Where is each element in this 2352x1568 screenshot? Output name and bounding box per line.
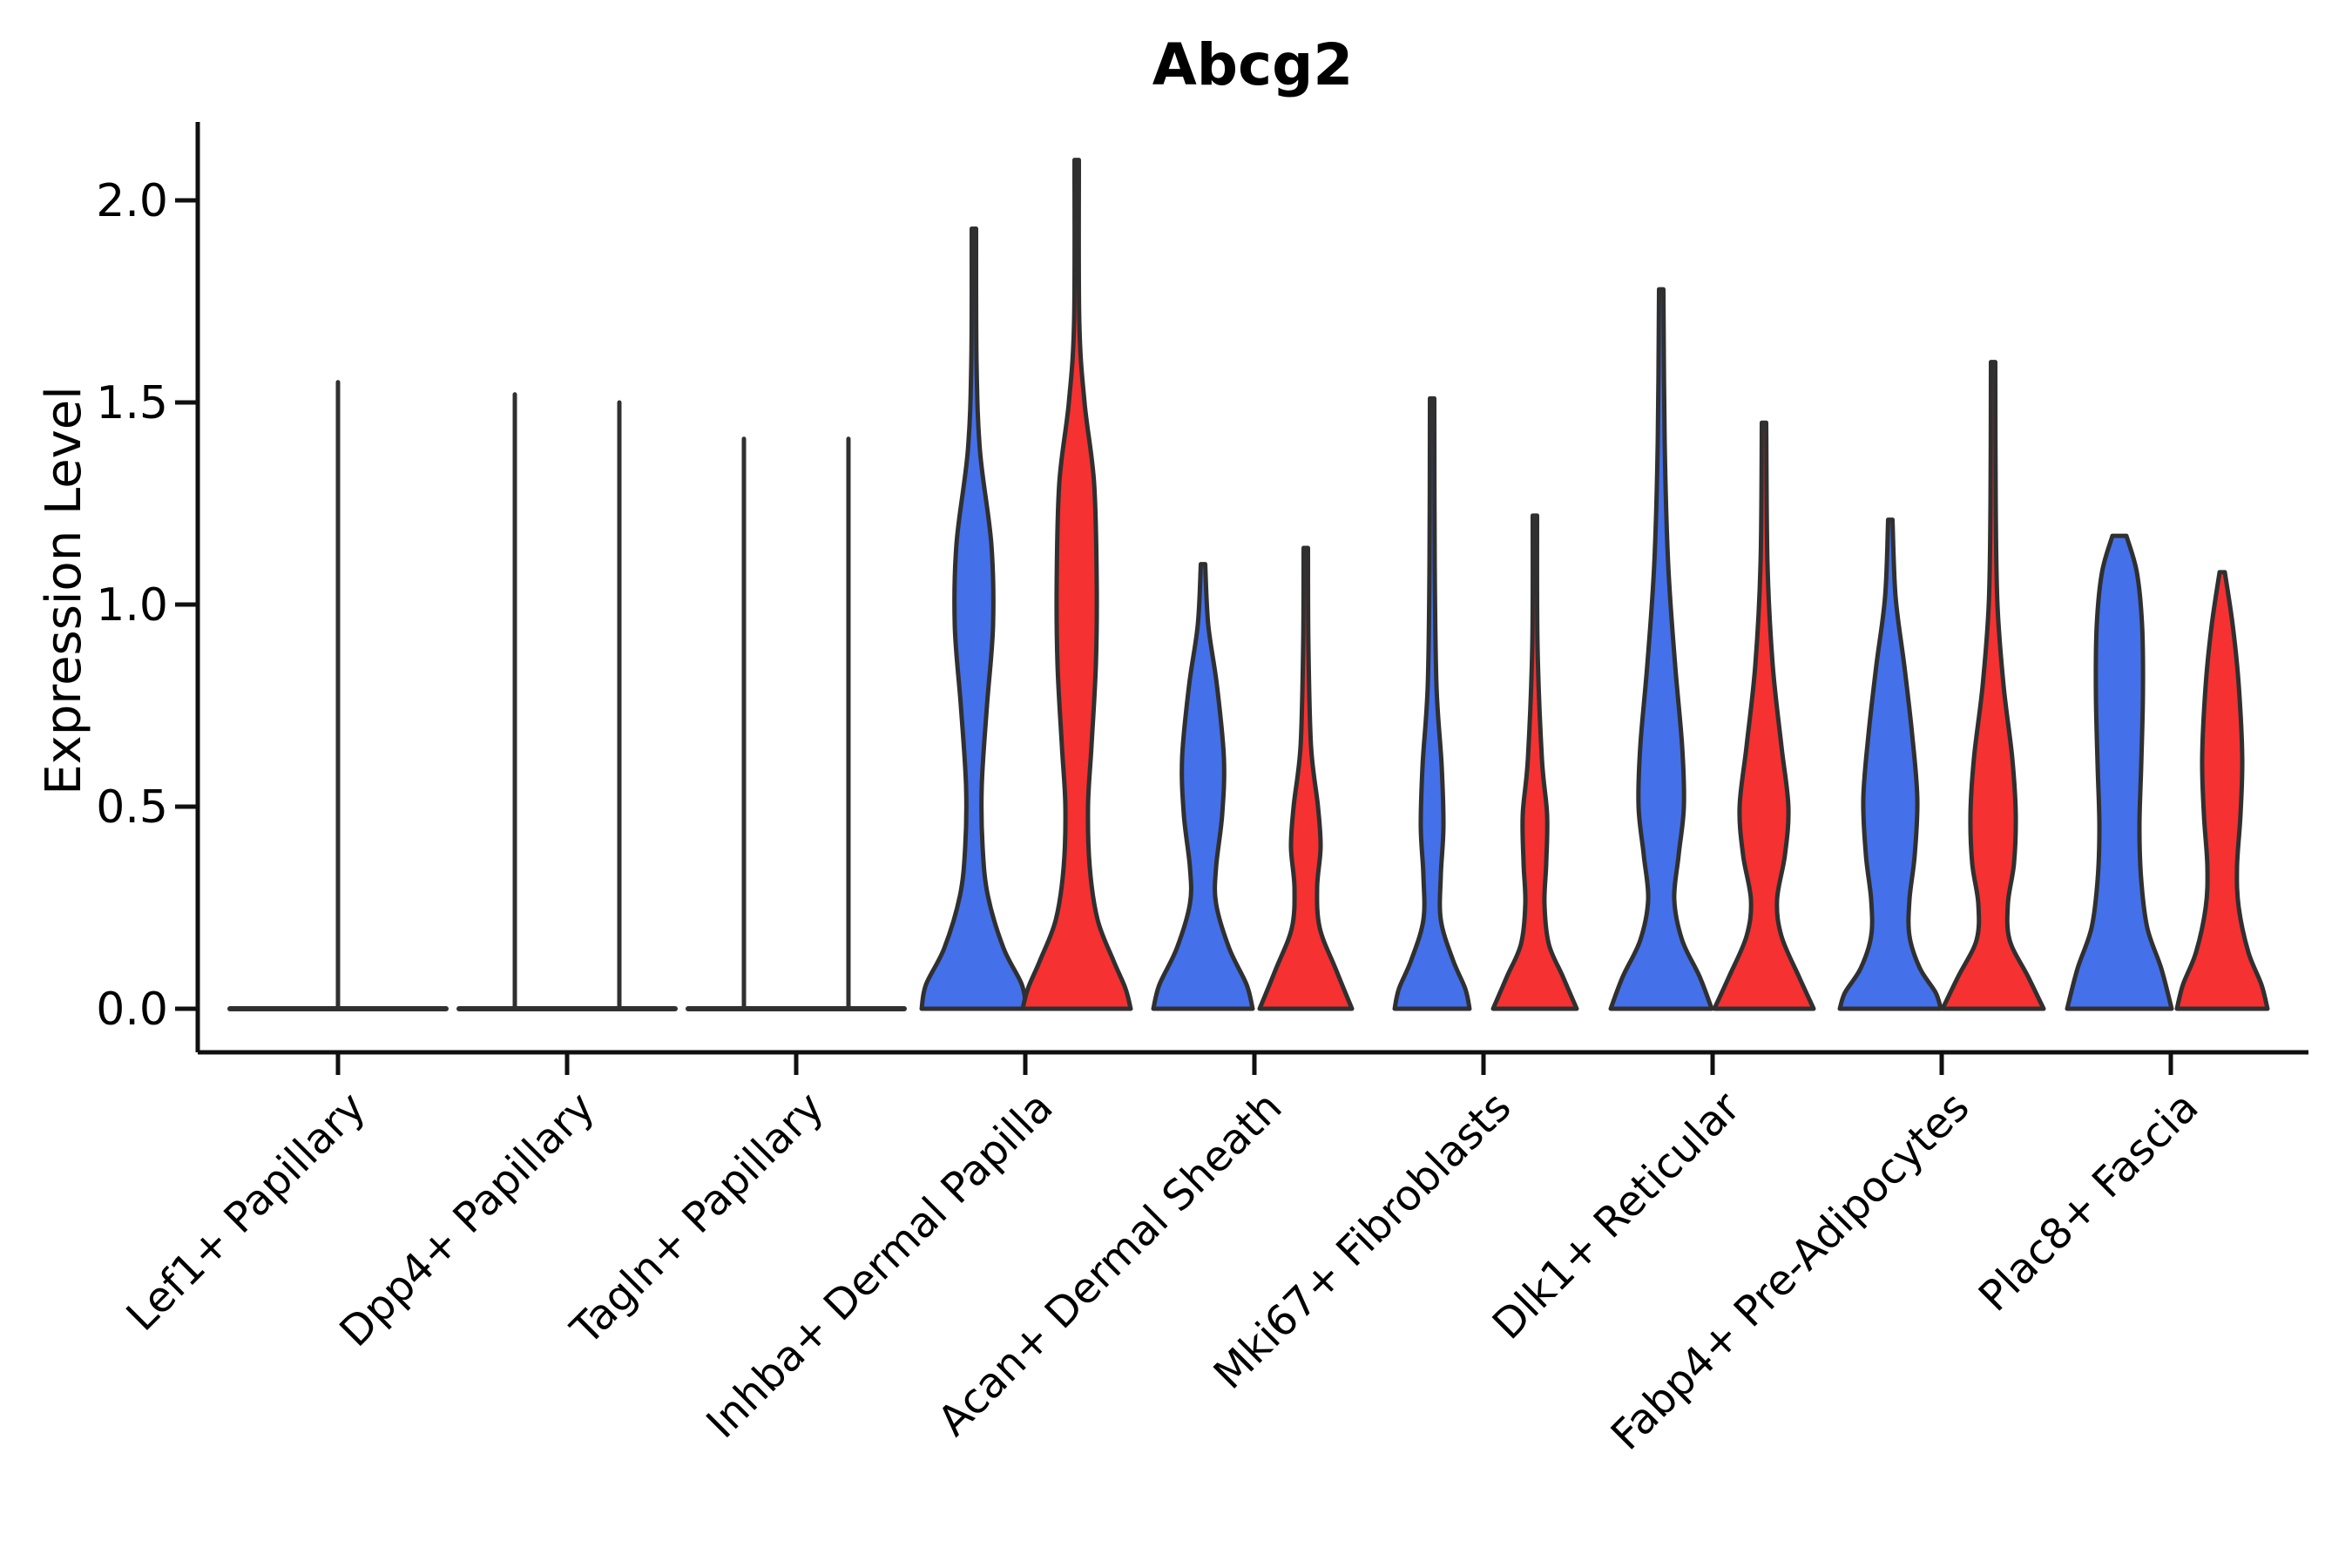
- violin-group: [686, 436, 907, 1011]
- violin-blue: [1837, 517, 1943, 1011]
- y-tick-label: 0.5: [96, 781, 168, 834]
- violin-group: [1151, 545, 1355, 1011]
- violin-group: [456, 392, 678, 1011]
- x-tick-label: Dpp4+ Papillary: [330, 1083, 604, 1356]
- x-tick-label: Plac8+ Fascia: [1970, 1083, 2208, 1321]
- x-tick-label: Tagln+ Papillary: [561, 1083, 833, 1355]
- violin-blue: [1608, 287, 1714, 1011]
- violin-red: [1490, 513, 1579, 1011]
- violin-series: [227, 158, 2270, 1011]
- y-tick-label: 2.0: [96, 175, 168, 227]
- violin-blue: [919, 226, 1029, 1011]
- y-tick-label: 1.0: [96, 579, 168, 632]
- violin-group: [227, 380, 449, 1011]
- violin-blue: [1392, 395, 1472, 1011]
- violin-group: [2065, 533, 2270, 1011]
- x-tick-label: Dlk1+ Reticular: [1484, 1083, 1750, 1349]
- violin-group: [1392, 395, 1579, 1011]
- x-tick-label: Lef1+ Papillary: [118, 1083, 375, 1341]
- violin-group: [919, 158, 1133, 1011]
- violin-red: [1257, 545, 1355, 1011]
- y-tick-label: 1.5: [96, 377, 168, 429]
- chart-title: Abcg2: [1152, 31, 1354, 98]
- violin-group: [1608, 287, 1816, 1011]
- violin-red: [1712, 420, 1816, 1011]
- violin-group: [1837, 360, 2046, 1011]
- y-axis-label: Expression Level: [36, 386, 92, 795]
- violin-blue: [2065, 533, 2174, 1011]
- violin-red: [1940, 360, 2046, 1011]
- y-tick-label: 0.0: [96, 983, 168, 1036]
- violin-red: [1020, 158, 1133, 1011]
- violin-red: [2174, 570, 2270, 1011]
- violin-blue: [1151, 562, 1255, 1011]
